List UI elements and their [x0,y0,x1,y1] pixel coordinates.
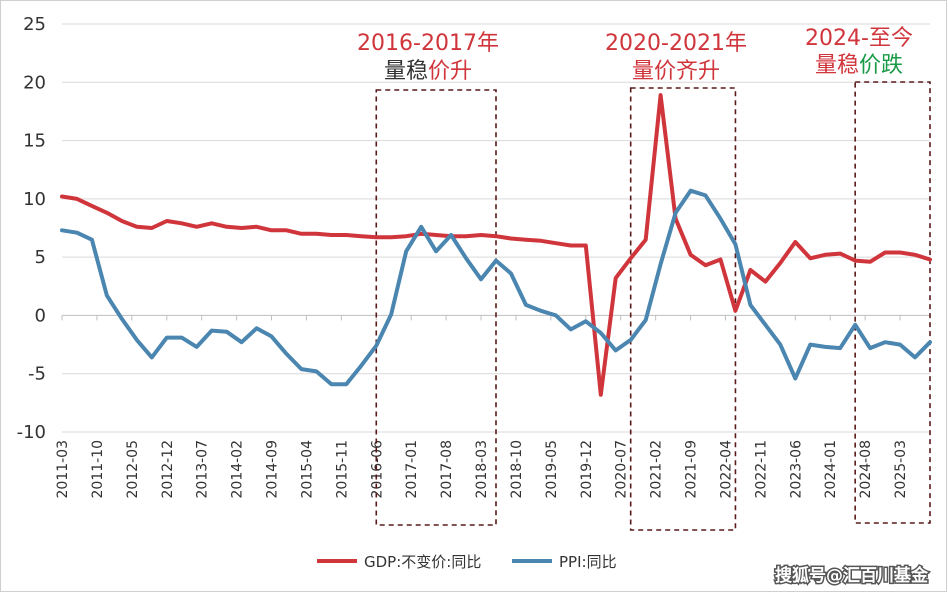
annotation-segment: 量价齐升 [632,59,720,84]
x-tick-label: 2015-04 [299,440,315,499]
ppi-series-line [60,188,932,387]
annotation-1-line1: 2016-2017年 [357,31,499,56]
legend-label-2: PPI:同比 [559,553,617,571]
x-tick-label: 2023-06 [788,440,804,499]
x-tick-label: 2015-11 [334,440,350,499]
x-tick-label: 2013-07 [195,440,211,499]
x-tick-label: 2011-10 [90,440,106,499]
gdp-series-line [60,93,932,397]
x-tick-label: 2020-07 [614,440,630,499]
watermark: 搜狐号@汇百川基金 [774,564,931,588]
x-tick-label: 2014-02 [230,440,246,499]
annotation-segment: 2020-2021年 [605,31,747,56]
annotation-1-line2: 量稳价升 [384,59,472,84]
legend-label-1: GDP:不变价:同比 [364,553,481,571]
legend: GDP:不变价:同比 PPI:同比 [317,553,617,571]
annotation-2-line1: 2020-2021年 [605,31,747,56]
x-tick-label: 2017-08 [439,440,455,499]
y-tick-label: 20 [23,72,46,93]
highlight-box [854,81,931,524]
watermark-text: 搜狐号@汇百川基金 [775,565,929,586]
x-tick-label: 2014-09 [265,440,281,499]
x-tick-label: 2017-01 [404,440,420,499]
annotation-segment: 2024-至今 [805,26,913,51]
y-tick-label: 25 [23,14,46,35]
y-tick-label: -5 [28,364,46,385]
x-tick-label: 2011-03 [55,440,71,499]
axes: 25 20 15 10 5 0 -5 -10 2011-03 2011-10 2012-05 2012… [17,14,930,499]
y-tick-label: 10 [23,189,46,210]
y-tick-label: -10 [17,422,46,443]
annotation-3-line1: 2024-至今 [805,26,913,51]
x-tick-label: 2022-04 [718,440,734,499]
annotation-segment: 量稳 [815,53,859,78]
x-tick-label: 2012-12 [160,440,176,499]
annotation-2-line2: 量价齐升 [632,59,720,84]
annotation-segment: 价升 [428,59,472,84]
y-tick-label: 0 [35,305,46,326]
y-tick-label: 5 [35,247,46,268]
annotation-segment: 量稳 [384,59,428,84]
x-tick-label: 2021-09 [684,440,700,499]
x-tick-label: 2024-01 [823,440,839,499]
annotation-segment: 价跌 [859,53,903,78]
x-tick-label: 2018-03 [474,440,490,499]
gridlines [62,23,930,433]
series-lines [60,93,932,397]
x-tick-label: 2021-02 [649,440,665,499]
x-tick-label: 2012-05 [125,440,141,499]
x-tick-label: 2019-12 [579,440,595,499]
highlight-box [375,89,497,526]
x-tick-label: 2019-05 [544,440,560,499]
x-tick-label: 2024-08 [858,440,874,499]
y-tick-label: 15 [23,131,46,152]
annotation-segment: 2016-2017年 [357,31,499,56]
x-tick-label: 2016-06 [369,440,385,499]
annotation-3-line2: 量稳价跌 [815,53,903,78]
x-tick-label: 2022-11 [753,440,769,499]
x-tick-label: 2018-10 [509,440,525,499]
x-tick-label: 2025-03 [893,440,909,499]
